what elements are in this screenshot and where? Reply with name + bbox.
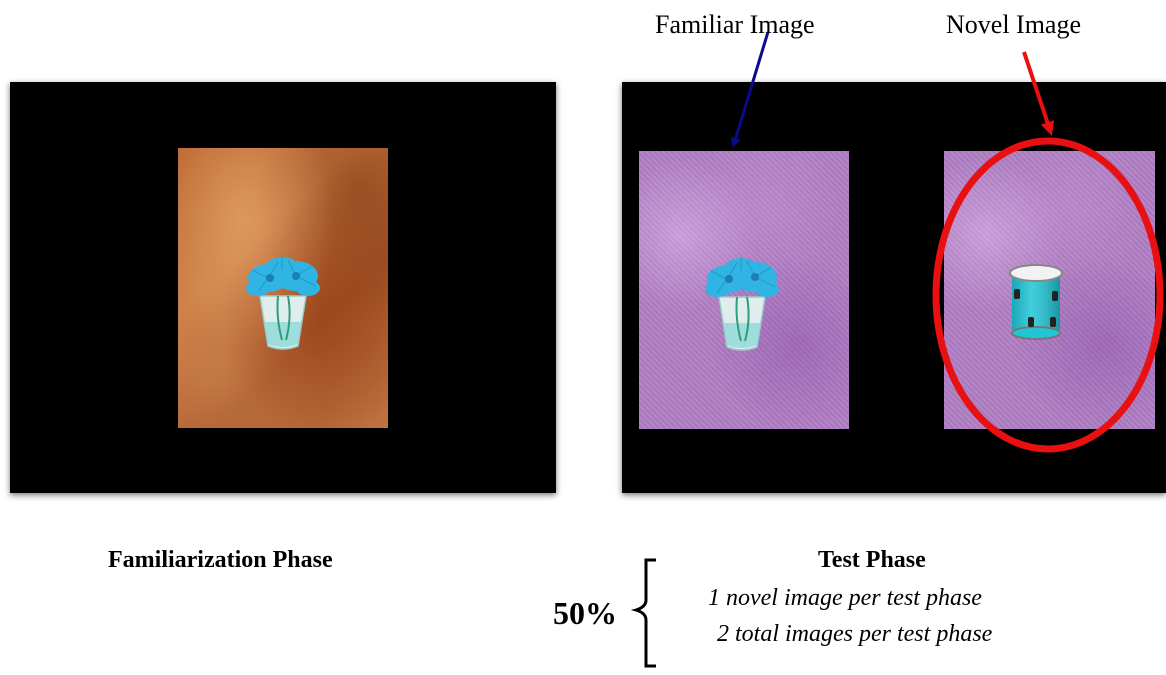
familiar-arrow <box>730 31 770 148</box>
familiarization-card <box>178 148 388 428</box>
test-phase-title: Test Phase <box>818 547 926 573</box>
test-note-total-count: 2 total images per test phase <box>717 621 993 647</box>
novel-image-label: Novel Image <box>946 10 1082 39</box>
novel-image-card <box>944 151 1155 429</box>
familiar-image-label: Familiar Image <box>655 10 815 39</box>
test-note-novel-count: 1 novel image per test phase <box>708 585 982 611</box>
flower-vase-image <box>697 249 787 359</box>
familiarization-screen <box>10 82 556 493</box>
flower-vase-image <box>238 248 328 358</box>
percentage-brace <box>630 558 656 668</box>
drum-image <box>1006 259 1066 347</box>
familiarization-phase-title: Familiarization Phase <box>108 547 333 573</box>
test-screen <box>622 82 1166 493</box>
percentage-label: 50% <box>553 595 617 631</box>
familiar-image-card <box>639 151 849 429</box>
novel-arrow <box>1022 51 1055 136</box>
novel-highlight-circle <box>932 137 1164 453</box>
